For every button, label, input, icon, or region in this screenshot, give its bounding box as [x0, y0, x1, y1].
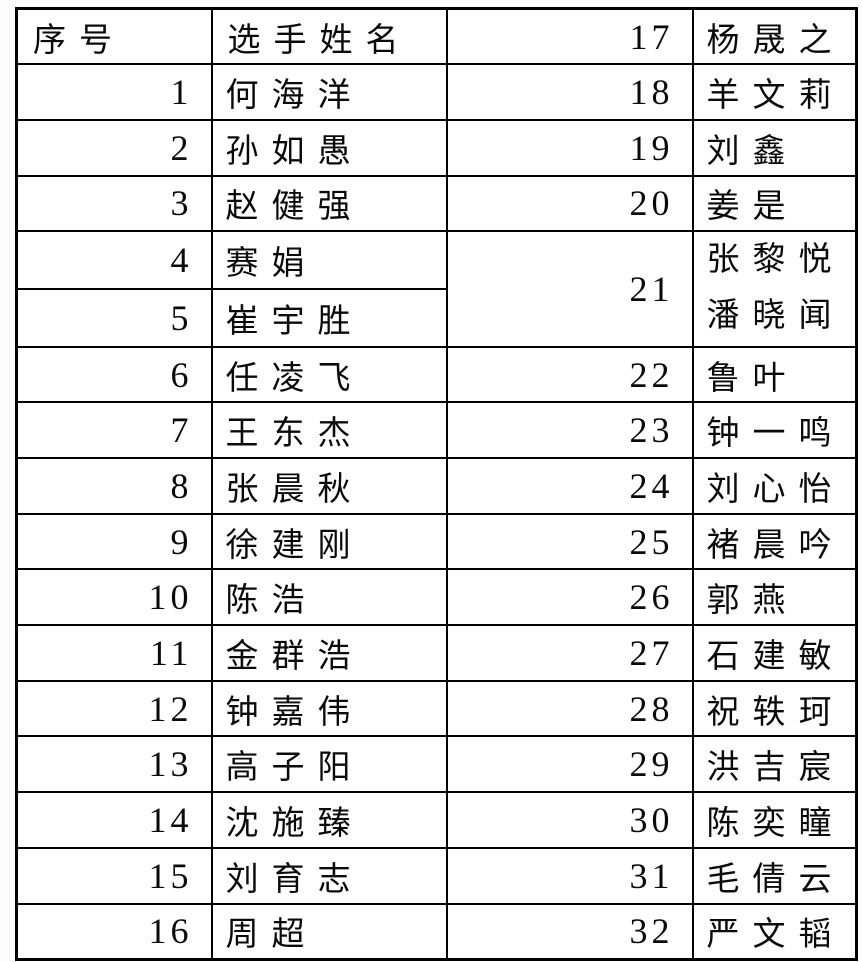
table-row: 6 任凌飞 22 鲁叶	[15, 345, 858, 404]
table-row: 14 沈施臻 30 陈奕瞳	[15, 791, 858, 849]
index-cell: 26	[445, 568, 694, 627]
header-cell: 序号	[15, 7, 213, 66]
name-cell: 任凌飞	[210, 345, 448, 404]
name-cell: 赵健强	[210, 174, 448, 233]
index-cell: 21	[445, 230, 694, 348]
name-cell: 张晨秋	[210, 457, 448, 515]
index-cell: 23	[445, 401, 694, 460]
header-cell: 选手姓名	[210, 7, 448, 66]
index-cell: 7	[15, 401, 213, 460]
index-cell: 1	[15, 63, 213, 121]
name-cell: 孙如愚	[210, 118, 448, 177]
index-cell: 5	[15, 287, 213, 348]
roster-table: 序号 选手姓名 17 杨晟之 1 何海洋 18 羊文莉 2 孙如愚 19 刘鑫 3 赵健强 20 姜是 4 赛娟 2…	[15, 7, 858, 961]
index-cell: 11	[15, 624, 213, 682]
table-row: 13 高子阳 29 洪吉宸	[15, 735, 858, 794]
index-cell: 25	[445, 512, 694, 571]
index-cell: 15	[15, 846, 213, 905]
name-cell: 王东杰	[210, 401, 448, 460]
index-cell: 16	[15, 902, 213, 961]
index-cell: 19	[445, 118, 694, 177]
table-row: 序号 选手姓名 17 杨晟之	[15, 7, 858, 66]
index-cell: 9	[15, 512, 213, 571]
name-cell: 高子阳	[210, 735, 448, 794]
table-row: 12 钟嘉伟 28 祝轶珂	[15, 679, 858, 738]
name-cell: 何海洋	[210, 63, 448, 121]
table-row: 2 孙如愚 19 刘鑫	[15, 118, 858, 177]
index-cell: 4	[15, 230, 213, 290]
name-line: 潘晓闻	[706, 297, 845, 334]
name-cell: 刘育志	[210, 846, 448, 905]
index-cell: 8	[15, 457, 213, 515]
table-row: 15 刘育志 31 毛倩云	[15, 846, 858, 905]
name-cell: 金群浩	[210, 624, 448, 682]
name-cell: 刘心怡	[691, 457, 858, 515]
name-cell: 祝轶珂	[691, 679, 858, 738]
index-cell: 6	[15, 345, 213, 404]
index-cell: 32	[445, 902, 694, 961]
name-cell: 羊文莉	[691, 63, 858, 121]
table-row: 11 金群浩 27 石建敏	[15, 624, 858, 682]
name-cell: 鲁叶	[691, 345, 858, 404]
index-cell: 13	[15, 735, 213, 794]
index-cell: 24	[445, 457, 694, 515]
index-cell: 28	[445, 679, 694, 738]
name-cell: 褚晨吟	[691, 512, 858, 571]
table-row: 9 徐建刚 25 褚晨吟	[15, 512, 858, 571]
name-line: 张黎悦	[706, 242, 845, 279]
name-cell: 陈奕瞳	[691, 791, 858, 849]
name-cell: 崔宇胜	[210, 287, 448, 348]
table-row: 7 王东杰 23 钟一鸣	[15, 401, 858, 460]
name-cell: 周超	[210, 902, 448, 961]
table-row: 3 赵健强 20 姜是	[15, 174, 858, 233]
table-row: 10 陈浩 26 郭燕	[15, 568, 858, 627]
name-cell: 徐建刚	[210, 512, 448, 571]
name-cell: 钟嘉伟	[210, 679, 448, 738]
index-cell: 30	[445, 791, 694, 849]
name-cell: 杨晟之	[691, 7, 858, 66]
name-cell: 陈浩	[210, 568, 448, 627]
index-cell: 27	[445, 624, 694, 682]
index-cell: 10	[15, 568, 213, 627]
name-cell: 洪吉宸	[691, 735, 858, 794]
name-cell: 郭燕	[691, 568, 858, 627]
roster-table-body: 序号 选手姓名 17 杨晟之 1 何海洋 18 羊文莉 2 孙如愚 19 刘鑫 3 赵健强 20 姜是 4 赛娟 2…	[15, 7, 858, 961]
index-cell: 29	[445, 735, 694, 794]
index-cell: 22	[445, 345, 694, 404]
name-cell: 刘鑫	[691, 118, 858, 177]
table-row: 8 张晨秋 24 刘心怡	[15, 457, 858, 515]
name-cell: 毛倩云	[691, 846, 858, 905]
index-cell: 3	[15, 174, 213, 233]
index-cell: 14	[15, 791, 213, 849]
index-cell: 2	[15, 118, 213, 177]
name-cell: 沈施臻	[210, 791, 448, 849]
name-cell: 石建敏	[691, 624, 858, 682]
name-cell: 严文韬	[691, 902, 858, 961]
table-row: 4 赛娟 21 张黎悦 潘晓闻	[15, 230, 858, 348]
table-row: 1 何海洋 18 羊文莉	[15, 63, 858, 121]
index-cell: 18	[445, 63, 694, 121]
name-cell: 姜是	[691, 174, 858, 233]
index-cell: 31	[445, 846, 694, 905]
index-cell: 20	[445, 174, 694, 233]
table-row: 16 周超 32 严文韬	[15, 902, 858, 961]
index-cell: 12	[15, 679, 213, 738]
index-cell: 17	[445, 7, 694, 66]
table-row: 5 崔宇胜	[15, 287, 857, 348]
name-cell: 张黎悦 潘晓闻	[691, 230, 858, 348]
name-cell: 赛娟	[210, 230, 448, 290]
name-cell: 钟一鸣	[691, 401, 858, 460]
